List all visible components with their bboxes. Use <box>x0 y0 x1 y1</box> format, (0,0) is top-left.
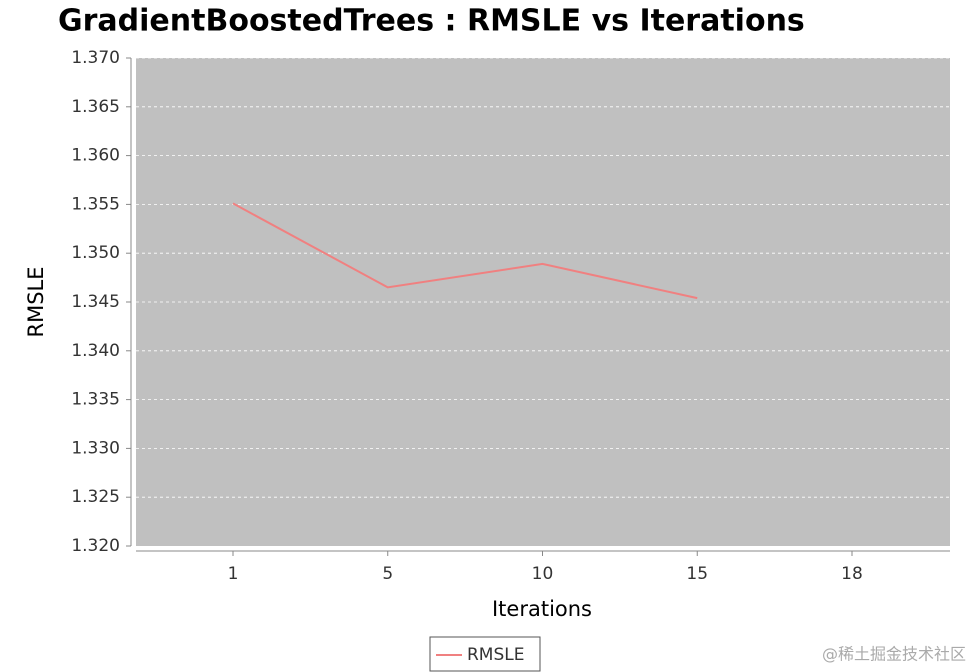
x-tick-label: 15 <box>686 564 708 584</box>
y-tick-label: 1.355 <box>71 194 120 214</box>
y-tick-label: 1.370 <box>71 48 120 68</box>
y-tick-label: 1.335 <box>71 390 120 410</box>
x-axis-label: Iterations <box>492 597 592 621</box>
y-tick-label: 1.320 <box>71 536 120 556</box>
y-tick-label: 1.360 <box>71 146 120 166</box>
watermark: @稀土掘金技术社区 <box>822 645 966 664</box>
x-tick-label: 1 <box>228 564 239 584</box>
legend-label: RMSLE <box>467 645 524 665</box>
y-tick-label: 1.325 <box>71 487 120 507</box>
y-tick-label: 1.350 <box>71 243 120 263</box>
y-tick-label: 1.330 <box>71 438 120 458</box>
y-axis-label: RMSLE <box>24 266 48 337</box>
y-tick-label: 1.345 <box>71 292 120 312</box>
y-tick-label: 1.340 <box>71 341 120 361</box>
line <box>232 202 698 300</box>
x-tick-label: 5 <box>382 564 393 584</box>
x-tick-label: 18 <box>841 564 863 584</box>
y-tick-label: 1.365 <box>71 97 120 117</box>
chart-title: GradientBoostedTrees : RMSLE vs Iteratio… <box>58 4 805 39</box>
x-tick-label: 10 <box>532 564 554 584</box>
